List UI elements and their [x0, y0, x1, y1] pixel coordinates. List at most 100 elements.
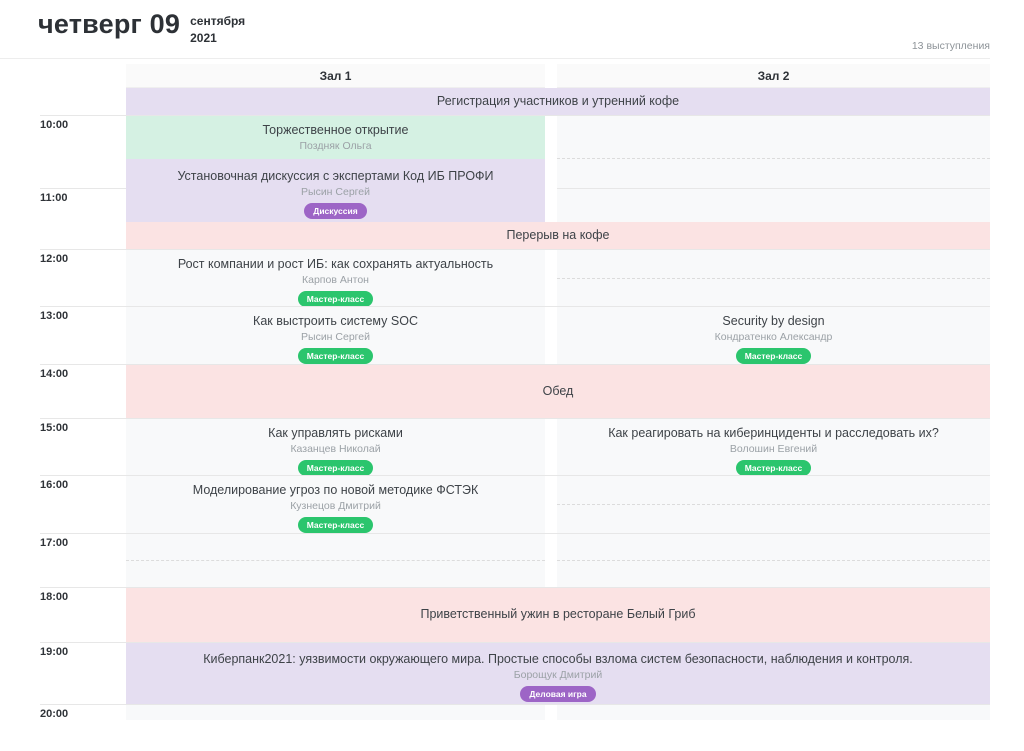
banner-lunch: Обед [126, 364, 990, 418]
talks-count: 13 выступления [911, 40, 990, 52]
time-label-17-00: 17:00 [40, 537, 69, 549]
time-label-19-00: 19:00 [40, 646, 69, 658]
event-title: Как выстроить систему SOC [253, 314, 418, 328]
banner-coffee-title: Перерыв на кофе [506, 228, 610, 243]
row-12-00: 12:00 Рост компании и рост ИБ: как сохра… [0, 249, 990, 307]
empty-slot [557, 249, 990, 306]
date-sub: сентября 2021 [190, 10, 245, 48]
event-speaker: Кузнецов Дмитрий [290, 499, 381, 512]
event-title: Как реагировать на киберинциденты и расс… [608, 426, 939, 440]
time-label-12-00: 12:00 [40, 253, 69, 265]
hall-2-header: Зал 2 [557, 64, 990, 88]
event-type-badge: Мастер-класс [297, 517, 374, 533]
event-speaker: Волошин Евгений [729, 442, 818, 455]
banner-registration: Регистрация участников и утренний кофе [126, 88, 990, 115]
event-card-cyberpunk[interactable]: Киберпанк2021: уязвимости окружающего ми… [126, 642, 990, 704]
row-10-30: 11:00 Установочная дискуссия с экспертам… [0, 159, 990, 222]
hour-gridline [40, 418, 990, 419]
event-speaker: Кондратенко Александр [714, 330, 833, 343]
half-hour-gridline [557, 277, 990, 279]
half-hour-gridline [557, 504, 990, 505]
row-14-00: 14:00 Обед [0, 364, 990, 418]
event-type-badge: Мастер-класс [297, 348, 374, 364]
hour-gridline [40, 475, 990, 476]
event-type-badge: Дискуссия [304, 203, 367, 219]
half-hour-gridline [557, 158, 990, 159]
event-speaker: Рысин Сергей [301, 185, 370, 198]
hall-header-row: Зал 1 Зал 2 [0, 64, 990, 88]
hour-gridline [40, 306, 990, 307]
hour-gridline [40, 533, 990, 534]
event-title: Рост компании и рост ИБ: как сохранять а… [177, 257, 494, 271]
event-type-badge: Мастер-класс [735, 460, 812, 476]
event-card-growth[interactable]: Рост компании и рост ИБ: как сохранять а… [126, 249, 545, 307]
event-speaker: Карпов Антон [302, 273, 369, 286]
event-speaker: Борощук Дмитрий [513, 668, 603, 681]
schedule-grid: Зал 1 Зал 2 Регистрация участников и утр… [0, 64, 990, 720]
event-card-risks[interactable]: Как управлять рисками Казанцев Николай М… [126, 418, 545, 476]
event-title: Как управлять рисками [268, 426, 403, 440]
empty-slot [557, 115, 990, 159]
event-title: Security by design [722, 314, 825, 328]
half-hour-gridline [557, 560, 990, 561]
banner-coffee-break: Перерыв на кофе [126, 222, 990, 249]
empty-slot [557, 533, 990, 587]
banner-lunch-title: Обед [542, 383, 574, 398]
event-card-soc[interactable]: Как выстроить систему SOC Рысин Сергей М… [126, 306, 545, 364]
event-title: Киберпанк2021: уязвимости окружающего ми… [203, 652, 913, 666]
event-title: Торжественное открытие [262, 123, 409, 137]
agenda-page: четверг 09 сентября 2021 13 выступления … [0, 0, 990, 720]
row-registration: Регистрация участников и утренний кофе [0, 88, 990, 115]
event-speaker: Рысин Сергей [301, 330, 370, 343]
row-coffee-break: Перерыв на кофе [0, 222, 990, 249]
time-label-10-00: 10:00 [40, 119, 69, 131]
banner-dinner-title: Приветственный ужин в ресторане Белый Гр… [420, 607, 696, 622]
hour-gridline [40, 642, 990, 643]
event-card-opening[interactable]: Торжественное открытие Поздняк Ольга [126, 115, 545, 159]
event-type-badge: Мастер-класс [297, 460, 374, 476]
time-label-20-00: 20:00 [40, 708, 69, 720]
event-type-badge: Деловая игра [520, 686, 596, 702]
month-label: сентября [190, 14, 246, 28]
event-title: Установочная дискуссия с экспертами Код … [177, 169, 494, 183]
row-20-00: 20:00 [0, 704, 990, 720]
time-label-14-00: 14:00 [40, 368, 69, 380]
row-16-00: 16:00 Моделирование угроз по новой метод… [0, 475, 990, 533]
title-bar: четверг 09 сентября 2021 13 выступления [0, 0, 990, 59]
empty-slot [126, 533, 545, 587]
time-label-11-00: 11:00 [40, 192, 68, 204]
event-title: Моделирование угроз по новой методике ФС… [192, 483, 479, 497]
hour-gridline [40, 587, 990, 588]
empty-slot [557, 475, 990, 533]
empty-slot [557, 704, 990, 720]
event-type-badge: Мастер-класс [735, 348, 812, 364]
time-label-15-00: 15:00 [40, 422, 69, 434]
row-13-00: 13:00 Как выстроить систему SOC Рысин Се… [0, 306, 990, 364]
hour-gridline [557, 188, 990, 189]
event-type-badge: Мастер-класс [297, 291, 374, 307]
year-label: 2021 [190, 31, 217, 46]
hour-gridline [40, 364, 990, 365]
event-card-discussion[interactable]: Установочная дискуссия с экспертами Код … [126, 159, 545, 222]
hour-gridline [40, 115, 990, 116]
time-label-13-00: 13:00 [40, 310, 69, 322]
event-card-incidents[interactable]: Как реагировать на киберинциденты и расс… [557, 418, 990, 476]
empty-slot [557, 159, 990, 222]
banner-registration-title: Регистрация участников и утренний кофе [436, 94, 680, 109]
event-speaker: Поздняк Ольга [299, 139, 372, 152]
event-card-security-by-design[interactable]: Security by design Кондратенко Александр… [557, 306, 990, 364]
row-17-00: 17:00 [0, 533, 990, 587]
hall-1-header: Зал 1 [126, 64, 545, 88]
hour-gridline [40, 704, 990, 705]
hour-gridline [40, 188, 126, 189]
time-label-18-00: 18:00 [40, 591, 69, 603]
time-label-16-00: 16:00 [40, 479, 69, 491]
empty-slot [126, 704, 545, 720]
event-card-threat-modeling[interactable]: Моделирование угроз по новой методике ФС… [126, 475, 545, 533]
row-15-00: 15:00 Как управлять рисками Казанцев Ник… [0, 418, 990, 476]
half-hour-gridline [126, 560, 545, 561]
row-19-00: 19:00 Киберпанк2021: уязвимости окружающ… [0, 642, 990, 704]
page-title: четверг 09 [38, 9, 181, 39]
event-speaker: Казанцев Николай [290, 442, 381, 455]
hour-gridline [40, 249, 990, 250]
